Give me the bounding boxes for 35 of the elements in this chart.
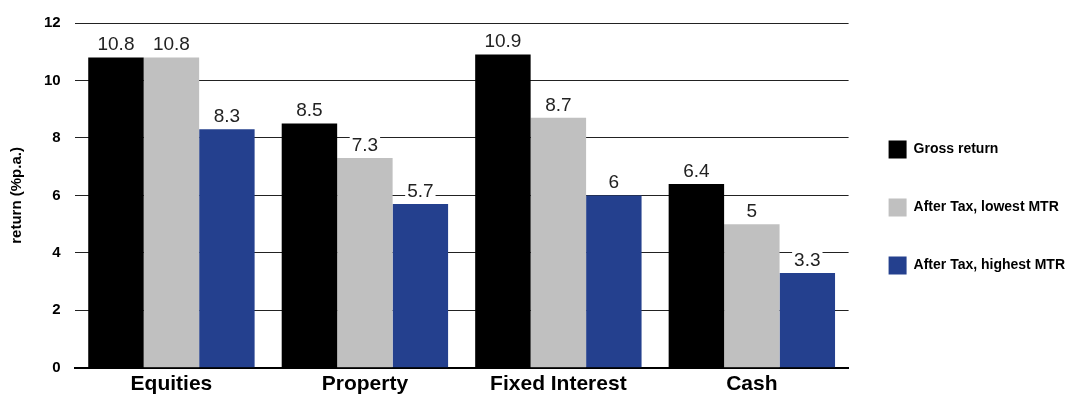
bar	[337, 158, 393, 368]
data-label: 5	[746, 199, 758, 221]
x-tick-label: Fixed Interest	[490, 371, 627, 395]
y-tick-label: 12	[44, 13, 61, 31]
bar	[392, 204, 449, 368]
bar	[586, 195, 642, 368]
y-axis-title: return (%p.a.)	[7, 147, 25, 244]
x-tick-label: Equities	[130, 371, 213, 395]
y-tick-label: 6	[52, 185, 61, 203]
legend-label: After Tax, lowest MTR	[913, 198, 1059, 215]
y-tick-label: 0	[52, 357, 61, 375]
data-label: 7.3	[351, 133, 379, 155]
bar	[779, 272, 836, 368]
bar	[724, 224, 780, 368]
y-tick-label: 10	[44, 70, 61, 88]
data-label: 8.7	[545, 93, 572, 115]
y-tick-label: 2	[52, 300, 61, 318]
bar	[143, 57, 200, 368]
data-label: 6	[608, 171, 620, 193]
data-label: 8.5	[296, 99, 323, 121]
legend-label: Gross return	[913, 140, 999, 157]
y-tick-label: 8	[52, 128, 61, 146]
data-label: 6.4	[683, 159, 711, 181]
data-label: 10.8	[152, 33, 190, 55]
x-tick-label: Cash	[726, 371, 778, 395]
bar	[530, 117, 587, 368]
data-label: 3.3	[794, 248, 821, 270]
data-label: 10.9	[484, 30, 522, 52]
x-tick-label: Property	[321, 371, 409, 395]
data-label: 5.7	[407, 179, 434, 201]
data-label: 10.8	[97, 33, 135, 55]
y-tick-label: 4	[52, 243, 62, 261]
bar	[199, 129, 255, 368]
legend-label: After Tax, highest MTR	[913, 256, 1066, 273]
data-label: 8.3	[213, 105, 241, 127]
